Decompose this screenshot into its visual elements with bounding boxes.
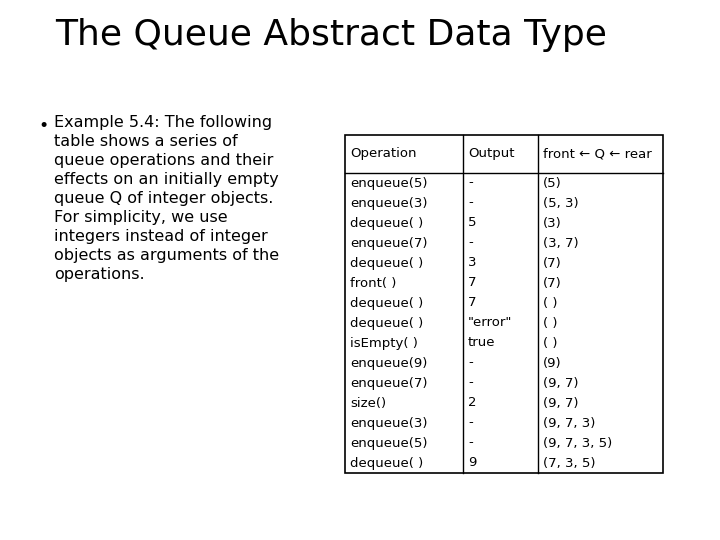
Text: (9, 7, 3): (9, 7, 3) <box>543 416 595 429</box>
Text: operations.: operations. <box>54 267 145 282</box>
Text: enqueue(7): enqueue(7) <box>350 237 428 249</box>
Text: (9, 7): (9, 7) <box>543 396 578 409</box>
Text: Example 5.4: The following: Example 5.4: The following <box>54 115 272 130</box>
Text: isEmpty( ): isEmpty( ) <box>350 336 418 349</box>
Text: dequeue( ): dequeue( ) <box>350 217 423 230</box>
Text: true: true <box>468 336 495 349</box>
Text: queue operations and their: queue operations and their <box>54 153 274 168</box>
Text: 5: 5 <box>468 217 477 230</box>
Text: 7: 7 <box>468 276 477 289</box>
Text: (7): (7) <box>543 256 562 269</box>
Text: -: - <box>468 416 473 429</box>
Text: (9, 7, 3, 5): (9, 7, 3, 5) <box>543 436 612 449</box>
Text: 3: 3 <box>468 256 477 269</box>
Text: 7: 7 <box>468 296 477 309</box>
Text: effects on an initially empty: effects on an initially empty <box>54 172 279 187</box>
Text: size(): size() <box>350 396 386 409</box>
Text: dequeue( ): dequeue( ) <box>350 456 423 469</box>
Text: enqueue(5): enqueue(5) <box>350 436 428 449</box>
Text: The Queue Abstract Data Type: The Queue Abstract Data Type <box>55 18 607 52</box>
Text: dequeue( ): dequeue( ) <box>350 296 423 309</box>
Text: For simplicity, we use: For simplicity, we use <box>54 210 228 225</box>
Text: (9): (9) <box>543 356 562 369</box>
Text: dequeue( ): dequeue( ) <box>350 316 423 329</box>
Text: enqueue(3): enqueue(3) <box>350 416 428 429</box>
Text: -: - <box>468 356 473 369</box>
Text: Operation: Operation <box>350 147 416 160</box>
Text: enqueue(7): enqueue(7) <box>350 376 428 389</box>
Text: front( ): front( ) <box>350 276 397 289</box>
Text: enqueue(5): enqueue(5) <box>350 177 428 190</box>
Text: enqueue(9): enqueue(9) <box>350 356 428 369</box>
Text: (5): (5) <box>543 177 562 190</box>
Text: ( ): ( ) <box>543 316 557 329</box>
Text: •: • <box>38 117 48 135</box>
Text: -: - <box>468 237 473 249</box>
Text: integers instead of integer: integers instead of integer <box>54 229 268 244</box>
Text: (5, 3): (5, 3) <box>543 197 579 210</box>
Text: objects as arguments of the: objects as arguments of the <box>54 248 279 263</box>
Text: 2: 2 <box>468 396 477 409</box>
Text: front ← Q ← rear: front ← Q ← rear <box>543 147 652 160</box>
Text: ( ): ( ) <box>543 296 557 309</box>
Text: (3, 7): (3, 7) <box>543 237 579 249</box>
Text: "error": "error" <box>468 316 513 329</box>
Text: dequeue( ): dequeue( ) <box>350 256 423 269</box>
Text: (7): (7) <box>543 276 562 289</box>
Text: (3): (3) <box>543 217 562 230</box>
Text: enqueue(3): enqueue(3) <box>350 197 428 210</box>
Text: -: - <box>468 436 473 449</box>
Text: (7, 3, 5): (7, 3, 5) <box>543 456 595 469</box>
Text: table shows a series of: table shows a series of <box>54 134 238 149</box>
Text: (9, 7): (9, 7) <box>543 376 578 389</box>
Text: -: - <box>468 177 473 190</box>
Text: -: - <box>468 197 473 210</box>
Text: ( ): ( ) <box>543 336 557 349</box>
Bar <box>345 135 663 473</box>
Text: Output: Output <box>468 147 515 160</box>
Text: 9: 9 <box>468 456 477 469</box>
Text: -: - <box>468 376 473 389</box>
Text: queue Q of integer objects.: queue Q of integer objects. <box>54 191 274 206</box>
